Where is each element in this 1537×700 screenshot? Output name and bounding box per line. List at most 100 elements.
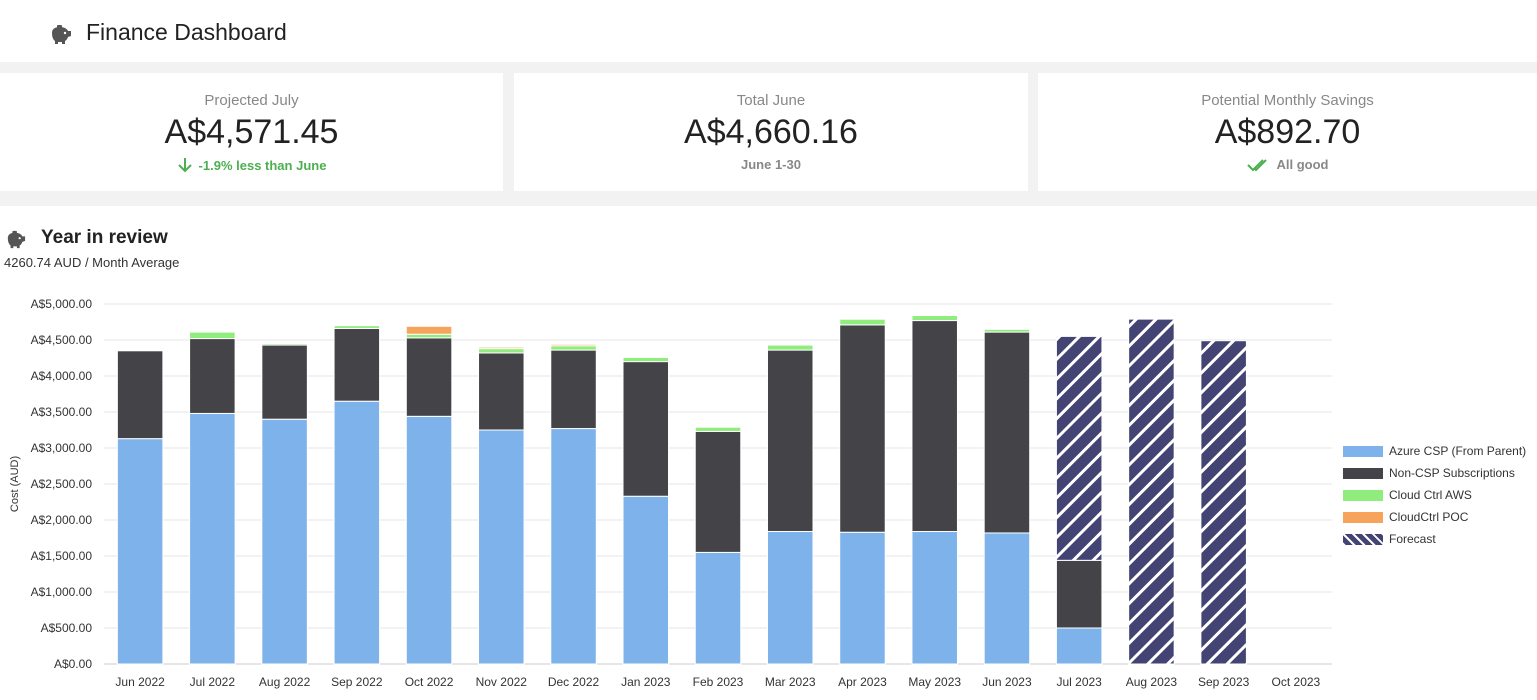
- bar-segment-forecast[interactable]: [1128, 318, 1175, 665]
- header-bar: Finance Dashboard: [0, 0, 1537, 62]
- chart-legend: Azure CSP (From Parent) Non-CSP Subscript…: [1343, 440, 1526, 550]
- legend-label: Cloud Ctrl AWS: [1389, 488, 1472, 502]
- potential-savings-card: Potential Monthly Savings A$892.70 All g…: [1038, 73, 1537, 191]
- monthly-average-text: 4260.74 AUD / Month Average: [4, 255, 180, 270]
- card-subtext: -1.9% less than June: [0, 157, 503, 173]
- bar-segment-cloudctrl-poc[interactable]: [911, 314, 958, 317]
- bar-segment-azure-csp-from-parent[interactable]: [261, 418, 308, 665]
- bar-segment-cloudctrl-poc[interactable]: [694, 425, 742, 428]
- bar-segment-cloudctrl-poc[interactable]: [478, 346, 525, 350]
- bar-segment-non-csp-subscriptions[interactable]: [911, 320, 958, 533]
- piggy-bank-icon: [7, 230, 26, 249]
- card-label: Total June: [736, 92, 806, 109]
- date-range-text: June 1-30: [741, 157, 801, 172]
- legend-swatch: [1343, 511, 1383, 523]
- legend-item[interactable]: Forecast: [1343, 528, 1526, 550]
- bar-segment-non-csp-subscriptions[interactable]: [622, 361, 670, 497]
- bar-segment-azure-csp-from-parent[interactable]: [189, 412, 236, 665]
- year-in-review-panel: Year in review 4260.74 AUD / Month Avera…: [0, 206, 1537, 700]
- bar-segment-cloud-ctrl-aws[interactable]: [405, 333, 453, 339]
- x-tick-label: Sep 2023: [1198, 675, 1250, 689]
- x-tick-label: Aug 2022: [259, 675, 311, 689]
- bar-segment-azure-csp-from-parent[interactable]: [983, 532, 1031, 665]
- bar-segment-cloudctrl-poc[interactable]: [333, 324, 381, 327]
- legend-item[interactable]: Non-CSP Subscriptions: [1343, 462, 1526, 484]
- x-tick-label: Aug 2023: [1126, 675, 1178, 689]
- legend-item[interactable]: Azure CSP (From Parent): [1343, 440, 1526, 462]
- legend-swatch: [1343, 489, 1383, 501]
- bar-segment-azure-csp-from-parent[interactable]: [694, 551, 742, 665]
- bar-segment-non-csp-subscriptions[interactable]: [116, 350, 164, 440]
- y-axis-label: Cost (AUD): [9, 456, 21, 512]
- bar-segment-forecast[interactable]: [1055, 335, 1103, 561]
- card-value: A$4,571.45: [164, 113, 339, 151]
- bar-segment-non-csp-subscriptions[interactable]: [478, 352, 525, 431]
- legend-label: CloudCtrl POC: [1389, 510, 1469, 524]
- y-tick-label: A$1,000.00: [31, 585, 93, 599]
- bar-segment-cloud-ctrl-aws[interactable]: [766, 344, 814, 351]
- bar-segment-forecast[interactable]: [1200, 340, 1247, 665]
- legend-item[interactable]: Cloud Ctrl AWS: [1343, 484, 1526, 506]
- bar-segment-non-csp-subscriptions[interactable]: [261, 344, 308, 420]
- bar-segment-azure-csp-from-parent[interactable]: [766, 531, 814, 665]
- x-tick-label: Jun 2023: [982, 675, 1032, 689]
- bar-segment-cloud-ctrl-aws[interactable]: [550, 345, 597, 351]
- legend-label: Azure CSP (From Parent): [1389, 444, 1527, 458]
- x-tick-label: Sep 2022: [331, 675, 383, 689]
- x-tick-label: Mar 2023: [765, 675, 816, 689]
- bar-segment-non-csp-subscriptions[interactable]: [694, 430, 742, 553]
- bar-segment-cloud-ctrl-aws[interactable]: [622, 356, 670, 363]
- bar-segment-non-csp-subscriptions[interactable]: [333, 327, 381, 402]
- bar-segment-cloudctrl-poc[interactable]: [622, 356, 670, 358]
- bar-segment-cloudctrl-poc[interactable]: [405, 325, 453, 335]
- legend-swatch: [1343, 445, 1383, 457]
- bar-segment-non-csp-subscriptions[interactable]: [1055, 559, 1103, 629]
- y-tick-label: A$0.00: [54, 657, 92, 671]
- projected-july-card: Projected July A$4,571.45 -1.9% less tha…: [0, 73, 503, 191]
- page-title: Finance Dashboard: [86, 19, 287, 45]
- bar-segment-non-csp-subscriptions[interactable]: [405, 337, 453, 417]
- card-value: A$4,660.16: [684, 113, 858, 151]
- y-tick-label: A$3,500.00: [31, 405, 93, 419]
- bar-segment-azure-csp-from-parent[interactable]: [550, 428, 597, 665]
- x-tick-label: Oct 2022: [405, 675, 454, 689]
- x-tick-label: May 2023: [908, 675, 961, 689]
- bar-segment-cloudctrl-poc[interactable]: [550, 343, 597, 347]
- bar-segment-azure-csp-from-parent[interactable]: [405, 415, 453, 665]
- bar-segment-azure-csp-from-parent[interactable]: [333, 400, 381, 665]
- bar-segment-azure-csp-from-parent[interactable]: [478, 429, 525, 665]
- x-tick-label: Jan 2023: [621, 675, 671, 689]
- bar-segment-cloud-ctrl-aws[interactable]: [911, 315, 958, 322]
- legend-item[interactable]: CloudCtrl POC: [1343, 506, 1526, 528]
- y-tick-label: A$5,000.00: [31, 297, 93, 311]
- bar-segment-azure-csp-from-parent[interactable]: [1055, 627, 1103, 665]
- bar-segment-cloud-ctrl-aws[interactable]: [189, 331, 236, 340]
- card-subtext: All good: [1038, 157, 1537, 172]
- y-tick-label: A$4,000.00: [31, 369, 93, 383]
- bar-segment-non-csp-subscriptions[interactable]: [766, 349, 814, 533]
- y-tick-label: A$2,000.00: [31, 513, 93, 527]
- bar-segment-azure-csp-from-parent[interactable]: [839, 531, 886, 665]
- bar-segment-azure-csp-from-parent[interactable]: [622, 495, 670, 665]
- bar-segment-azure-csp-from-parent[interactable]: [116, 438, 164, 665]
- bar-segment-non-csp-subscriptions[interactable]: [189, 338, 236, 414]
- piggy-bank-icon: [52, 25, 71, 44]
- bar-segment-cloud-ctrl-aws[interactable]: [839, 318, 886, 326]
- y-tick-label: A$1,500.00: [31, 549, 93, 563]
- bar-segment-cloudctrl-poc[interactable]: [839, 317, 886, 320]
- bar-segment-cloud-ctrl-aws[interactable]: [478, 348, 525, 354]
- bar-segment-non-csp-subscriptions[interactable]: [839, 324, 886, 533]
- bar-segment-cloudctrl-poc[interactable]: [983, 327, 1031, 330]
- x-tick-label: Dec 2022: [548, 675, 600, 689]
- legend-swatch: [1343, 467, 1383, 479]
- bar-segment-cloud-ctrl-aws[interactable]: [261, 343, 308, 346]
- bar-segment-non-csp-subscriptions[interactable]: [550, 349, 597, 430]
- y-tick-label: A$3,000.00: [31, 441, 93, 455]
- bar-segment-azure-csp-from-parent[interactable]: [911, 531, 958, 665]
- bar-segment-non-csp-subscriptions[interactable]: [983, 331, 1031, 534]
- bar-segment-cloudctrl-poc[interactable]: [766, 343, 814, 346]
- total-june-card: Total June A$4,660.16 June 1-30: [514, 73, 1028, 191]
- bar-segment-cloud-ctrl-aws[interactable]: [694, 426, 742, 432]
- x-tick-label: Jul 2023: [1056, 675, 1102, 689]
- cost-bar-chart: A$0.00 A$500.00 A$1,000.00 A$1,500.00 A$2,00…: [9, 297, 1332, 689]
